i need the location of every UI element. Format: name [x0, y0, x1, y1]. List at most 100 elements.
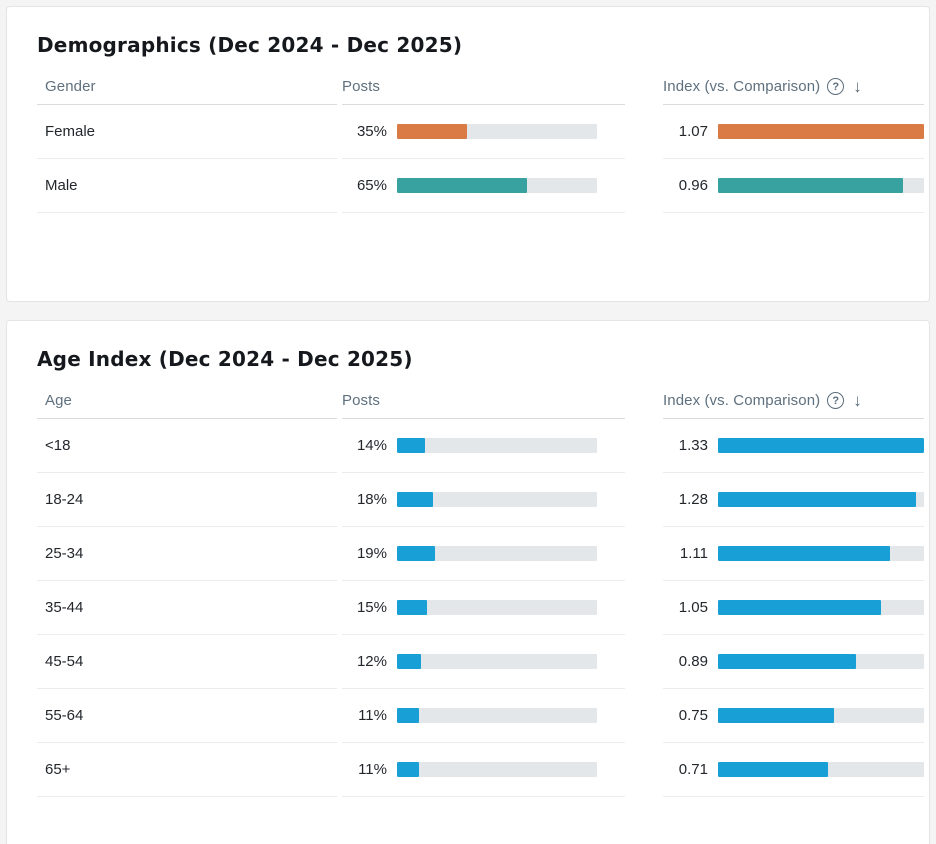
- row-label: <18: [45, 437, 71, 454]
- index-bar-track: [718, 654, 924, 669]
- index-value: 1.28: [678, 491, 708, 508]
- index-value: 1.05: [678, 599, 708, 616]
- posts-column-header: Posts: [342, 69, 625, 105]
- index-bar-fill: [718, 600, 881, 615]
- index-bar-fill: [718, 438, 924, 453]
- index-cell: 1.11: [663, 527, 924, 581]
- demographics-card: Demographics (Dec 2024 - Dec 2025) Gende…: [6, 6, 930, 302]
- index-value: 0.71: [678, 761, 708, 778]
- posts-value: 35%: [356, 123, 387, 140]
- posts-bar-fill: [397, 600, 427, 615]
- posts-bar-fill: [397, 438, 425, 453]
- row-label-cell: 65+: [37, 743, 337, 797]
- index-bar-track: [718, 600, 924, 615]
- help-icon[interactable]: ?: [827, 392, 845, 409]
- row-label: 65+: [45, 761, 71, 778]
- posts-bar-track: [397, 708, 597, 723]
- index-value: 1.11: [679, 545, 708, 562]
- index-cell: 1.07: [663, 105, 924, 159]
- posts-cell: 19%: [342, 527, 625, 581]
- table-row-35-44: 35-44 15% 1.05: [37, 581, 924, 635]
- table-row-55-64: 55-64 11% 0.75: [37, 689, 924, 743]
- row-label: 25-34: [45, 545, 84, 562]
- table-row-65plus: 65+ 11% 0.71: [37, 743, 924, 797]
- index-cell: 0.71: [663, 743, 924, 797]
- index-cell: 0.75: [663, 689, 924, 743]
- posts-value: 11%: [358, 761, 387, 778]
- posts-column-header-label: Posts: [342, 392, 381, 409]
- row-label: 35-44: [45, 599, 84, 616]
- table-row-25-34: 25-34 19% 1.11: [37, 527, 924, 581]
- index-value: 0.75: [678, 707, 708, 724]
- posts-bar-fill: [397, 654, 421, 669]
- table-row-male: Male 65% 0.96: [37, 159, 924, 213]
- table-row-45-54: 45-54 12% 0.89: [37, 635, 924, 689]
- sort-descending-icon[interactable]: ↓: [853, 390, 862, 410]
- posts-value: 19%: [356, 545, 387, 562]
- posts-bar-track: [397, 492, 597, 507]
- index-cell: 1.28: [663, 473, 924, 527]
- index-value: 0.96: [678, 177, 708, 194]
- index-value: 0.89: [678, 653, 708, 670]
- index-cell: 0.89: [663, 635, 924, 689]
- index-bar-track: [718, 546, 924, 561]
- posts-bar-fill: [397, 492, 433, 507]
- posts-cell: 11%: [342, 743, 625, 797]
- index-column-header[interactable]: Index (vs. Comparison) ? ↓: [663, 383, 924, 419]
- index-bar-fill: [718, 124, 924, 139]
- posts-cell: 11%: [342, 689, 625, 743]
- age-column-header: Age: [37, 383, 337, 419]
- index-bar-fill: [718, 762, 828, 777]
- posts-column-header-label: Posts: [342, 78, 381, 95]
- index-bar-track: [718, 708, 924, 723]
- posts-bar-fill: [397, 124, 467, 139]
- index-bar-track: [718, 124, 924, 139]
- age-index-table: Age Posts Index (vs. Comparison) ? ↓ <18…: [37, 383, 924, 797]
- table-row-female: Female 35% 1.07: [37, 105, 924, 159]
- index-bar-track: [718, 492, 924, 507]
- index-cell: 1.05: [663, 581, 924, 635]
- index-column-header-label: Index (vs. Comparison): [663, 392, 821, 409]
- row-label: Male: [45, 177, 78, 194]
- posts-cell: 65%: [342, 159, 625, 213]
- index-bar-fill: [718, 654, 856, 669]
- index-cell: 0.96: [663, 159, 924, 213]
- gender-column-header-label: Gender: [45, 78, 96, 95]
- posts-cell: 14%: [342, 419, 625, 473]
- gender-column-header: Gender: [37, 69, 337, 105]
- posts-bar-track: [397, 762, 597, 777]
- demographics-card-title: Demographics (Dec 2024 - Dec 2025): [37, 33, 463, 57]
- row-label: 55-64: [45, 707, 84, 724]
- index-bar-fill: [718, 546, 890, 561]
- posts-bar-fill: [397, 708, 419, 723]
- posts-cell: 35%: [342, 105, 625, 159]
- row-label-cell: 18-24: [37, 473, 337, 527]
- posts-cell: 12%: [342, 635, 625, 689]
- sort-descending-icon[interactable]: ↓: [853, 76, 862, 96]
- age-index-card-title: Age Index (Dec 2024 - Dec 2025): [37, 347, 413, 371]
- table-row-18-24: 18-24 18% 1.28: [37, 473, 924, 527]
- row-label-cell: Female: [37, 105, 337, 159]
- posts-bar-fill: [397, 762, 419, 777]
- index-bar-fill: [718, 178, 903, 193]
- demographics-table: Gender Posts Index (vs. Comparison) ? ↓ …: [37, 69, 924, 213]
- posts-column-header: Posts: [342, 383, 625, 419]
- posts-bar-track: [397, 178, 597, 193]
- posts-value: 65%: [356, 177, 387, 194]
- posts-value: 15%: [356, 599, 387, 616]
- index-column-header[interactable]: Index (vs. Comparison) ? ↓: [663, 69, 924, 105]
- age-column-header-label: Age: [45, 392, 72, 409]
- posts-value: 18%: [356, 491, 387, 508]
- posts-bar-fill: [397, 178, 527, 193]
- posts-bar-track: [397, 546, 597, 561]
- posts-bar-track: [397, 600, 597, 615]
- help-icon[interactable]: ?: [827, 78, 845, 95]
- index-column-header-label: Index (vs. Comparison): [663, 78, 821, 95]
- age-index-table-header: Age Posts Index (vs. Comparison) ? ↓: [37, 383, 924, 419]
- posts-value: 14%: [356, 437, 387, 454]
- row-label-cell: 45-54: [37, 635, 337, 689]
- index-bar-track: [718, 178, 924, 193]
- posts-cell: 15%: [342, 581, 625, 635]
- posts-bar-fill: [397, 546, 435, 561]
- index-value: 1.33: [678, 437, 708, 454]
